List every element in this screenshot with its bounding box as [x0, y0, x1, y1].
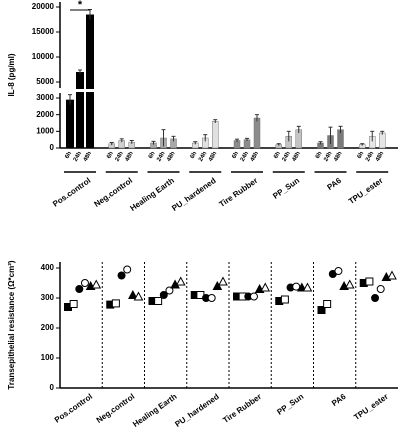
bar	[66, 99, 74, 148]
time-label: 24h	[114, 151, 125, 163]
axis-break	[54, 89, 398, 92]
significance-label: *	[78, 0, 83, 11]
category-label: Healing Earth	[128, 176, 175, 213]
marker	[117, 271, 126, 280]
marker	[165, 286, 174, 295]
y-tick-label: 200	[41, 323, 55, 332]
time-label: 48h	[375, 151, 386, 163]
time-label: 6h	[64, 151, 73, 160]
marker	[365, 277, 374, 286]
bar	[86, 14, 94, 148]
marker	[154, 297, 163, 305]
marker	[80, 279, 89, 287]
category-label: Tire Rubber	[221, 392, 263, 425]
category-label: Healing Earth	[131, 392, 178, 429]
time-label: 6h	[190, 151, 199, 160]
marker	[371, 294, 380, 302]
time-label: 24h	[240, 151, 251, 163]
marker	[260, 282, 271, 292]
time-label: 24h	[323, 151, 334, 163]
category-label: PP_Sun	[275, 392, 305, 417]
time-label: 48h	[83, 151, 94, 163]
marker	[212, 280, 223, 290]
time-label: 6h	[231, 151, 240, 160]
time-label: 24h	[73, 151, 84, 163]
y-tick-label: 0	[50, 143, 55, 152]
time-label: 24h	[198, 151, 209, 163]
y-tick-label: 2000	[36, 110, 54, 119]
y-tick-label: 3000	[36, 93, 54, 102]
marker	[297, 282, 307, 292]
category-label: Pos.control	[51, 176, 92, 209]
category-label: PU_hardened	[173, 392, 220, 429]
marker	[376, 285, 385, 293]
marker	[133, 291, 144, 301]
category-label: Neg.control	[93, 176, 135, 209]
y-tick-label: 400	[41, 263, 55, 272]
marker	[159, 291, 168, 299]
category-label: Pos.control	[53, 392, 94, 425]
y-axis-label: IL-8 (pg/ml)	[7, 53, 16, 96]
marker	[207, 294, 216, 302]
category-label: Neg.control	[95, 392, 137, 425]
time-label: 24h	[365, 151, 376, 163]
marker	[111, 299, 120, 308]
y-tick-label: 1000	[36, 126, 54, 135]
time-label: 48h	[166, 151, 177, 163]
time-label: 24h	[156, 151, 167, 163]
category-label: Tire Rubber	[218, 176, 260, 209]
marker	[334, 267, 343, 275]
time-label: 6h	[273, 151, 282, 160]
y-tick-label: 10000	[32, 52, 55, 61]
time-label: 24h	[281, 151, 292, 163]
marker	[175, 276, 186, 286]
time-label: 48h	[208, 151, 219, 163]
marker	[249, 292, 258, 301]
y-tick-label: 15000	[32, 27, 55, 36]
time-label: 48h	[250, 151, 261, 163]
marker	[317, 306, 326, 314]
bar	[76, 72, 84, 148]
category-label: PU_hardened	[170, 176, 217, 213]
marker	[128, 289, 138, 299]
y-tick-label: 300	[41, 293, 55, 302]
bar	[212, 121, 219, 149]
time-label: 48h	[124, 151, 135, 163]
y-tick-label: 100	[41, 353, 55, 362]
marker	[75, 285, 84, 293]
time-label: 6h	[148, 151, 157, 160]
category-label: TPU_ester	[347, 176, 385, 206]
marker	[323, 300, 332, 308]
time-label: 6h	[106, 151, 115, 160]
marker	[344, 279, 355, 289]
bar	[379, 132, 386, 149]
y-tick-label: 20000	[32, 2, 55, 11]
time-label: 48h	[291, 151, 302, 163]
marker	[69, 300, 78, 308]
category-label: PP_Sun	[271, 176, 301, 201]
time-label: 48h	[333, 151, 344, 163]
category-label: PA6	[330, 392, 348, 408]
bar	[253, 117, 261, 149]
time-label: 6h	[315, 151, 324, 160]
y-tick-label: 5000	[36, 77, 54, 86]
marker	[123, 265, 132, 274]
y-tick-label: 0	[50, 383, 55, 392]
category-label: PA6	[325, 176, 343, 192]
marker	[280, 295, 289, 304]
time-label: 6h	[357, 151, 366, 160]
marker	[302, 282, 313, 292]
marker	[387, 270, 397, 280]
y-axis-label: Transepithelial resistance (Ω*cm²)	[7, 260, 16, 389]
marker	[218, 276, 228, 286]
marker	[91, 279, 102, 289]
category-label: TPU_ester	[352, 392, 390, 422]
